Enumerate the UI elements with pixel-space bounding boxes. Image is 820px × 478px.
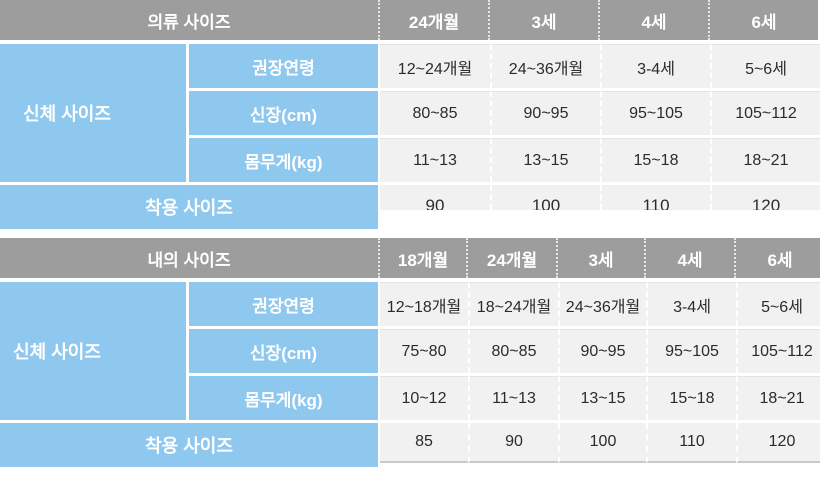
wear-size-row: 착용 사이즈 90 100 110 120 [0, 185, 820, 229]
height-value-cell: 80~85 [380, 91, 490, 135]
body-size-header-cell: 신체 사이즈 [0, 282, 186, 420]
body-size-header-cell: 신체 사이즈 [0, 44, 186, 182]
underwear-body: 신체 사이즈 권장연령 12~18개월 18~24개월 24~36개월 3-4세… [0, 282, 820, 420]
clothing-column-header: 6세 [708, 0, 818, 40]
underwear-column-header: 4세 [644, 238, 734, 278]
wear-size-value-cell: 120 [736, 423, 820, 463]
wear-size-value-cell: 100 [490, 185, 600, 210]
weight-value-cell: 13~15 [558, 376, 646, 420]
age-value-cell: 5~6세 [736, 282, 820, 326]
weight-row: 몸무게(kg) 11~13 13~15 15~18 18~21 [189, 138, 820, 182]
age-value-cell: 24~36개월 [558, 282, 646, 326]
wear-size-value-cell: 90 [468, 423, 558, 463]
row-label-height: 신장(cm) [189, 329, 378, 373]
underwear-column-header: 3세 [556, 238, 644, 278]
age-value-cell: 24~36개월 [490, 44, 600, 88]
weight-row: 몸무게(kg) 10~12 11~13 13~15 15~18 18~21 [189, 376, 820, 420]
wear-size-value-cell: 85 [380, 423, 468, 463]
weight-value-cell: 15~18 [646, 376, 736, 420]
weight-value-cell: 13~15 [490, 138, 600, 182]
row-label-age: 권장연령 [189, 282, 378, 326]
age-row: 권장연령 12~24개월 24~36개월 3-4세 5~6세 [189, 44, 820, 88]
height-value-cell: 95~105 [600, 91, 710, 135]
weight-value-cell: 15~18 [600, 138, 710, 182]
row-label-age: 권장연령 [189, 44, 378, 88]
age-value-cell: 5~6세 [710, 44, 820, 88]
wear-size-label: 착용 사이즈 [0, 423, 378, 467]
clothing-table-title: 의류 사이즈 [0, 0, 378, 40]
wear-size-value-cell: 100 [558, 423, 646, 463]
wear-size-value-cell: 110 [600, 185, 710, 210]
underwear-column-header: 18개월 [378, 238, 466, 278]
height-row: 신장(cm) 80~85 90~95 95~105 105~112 [189, 91, 820, 135]
height-value-cell: 90~95 [558, 329, 646, 373]
underwear-size-table: 내의 사이즈 18개월 24개월 3세 4세 6세 신체 사이즈 권장연령 12… [0, 238, 820, 467]
wear-size-value-cell: 120 [710, 185, 820, 210]
height-value-cell: 75~80 [380, 329, 468, 373]
height-value-cell: 105~112 [710, 91, 820, 135]
underwear-column-header: 24개월 [466, 238, 556, 278]
underwear-header-row: 내의 사이즈 18개월 24개월 3세 4세 6세 [0, 238, 820, 278]
underwear-table-title: 내의 사이즈 [0, 238, 378, 278]
wear-size-label: 착용 사이즈 [0, 185, 378, 229]
clothing-header-row: 의류 사이즈 24개월 3세 4세 6세 [0, 0, 820, 40]
clothing-size-table: 의류 사이즈 24개월 3세 4세 6세 신체 사이즈 권장연령 12~24개월… [0, 0, 820, 229]
age-row: 권장연령 12~18개월 18~24개월 24~36개월 3-4세 5~6세 [189, 282, 820, 326]
wear-size-row: 착용 사이즈 85 90 100 110 120 [0, 423, 820, 467]
age-value-cell: 12~18개월 [380, 282, 468, 326]
height-value-cell: 90~95 [490, 91, 600, 135]
weight-value-cell: 18~21 [710, 138, 820, 182]
row-label-weight: 몸무게(kg) [189, 376, 378, 420]
weight-value-cell: 11~13 [468, 376, 558, 420]
age-value-cell: 3-4세 [646, 282, 736, 326]
clothing-column-header: 4세 [598, 0, 708, 40]
weight-value-cell: 18~21 [736, 376, 820, 420]
wear-size-value-cell: 110 [646, 423, 736, 463]
row-label-height: 신장(cm) [189, 91, 378, 135]
clothing-column-header: 24개월 [378, 0, 488, 40]
weight-value-cell: 10~12 [380, 376, 468, 420]
height-value-cell: 105~112 [736, 329, 820, 373]
height-value-cell: 95~105 [646, 329, 736, 373]
wear-size-value-cell: 90 [380, 185, 490, 210]
height-row: 신장(cm) 75~80 80~85 90~95 95~105 105~112 [189, 329, 820, 373]
height-value-cell: 80~85 [468, 329, 558, 373]
age-value-cell: 18~24개월 [468, 282, 558, 326]
row-label-weight: 몸무게(kg) [189, 138, 378, 182]
weight-value-cell: 11~13 [380, 138, 490, 182]
age-value-cell: 3-4세 [600, 44, 710, 88]
underwear-column-header: 6세 [734, 238, 820, 278]
clothing-column-header: 3세 [488, 0, 598, 40]
age-value-cell: 12~24개월 [380, 44, 490, 88]
clothing-body: 신체 사이즈 권장연령 12~24개월 24~36개월 3-4세 5~6세 신장… [0, 44, 820, 182]
